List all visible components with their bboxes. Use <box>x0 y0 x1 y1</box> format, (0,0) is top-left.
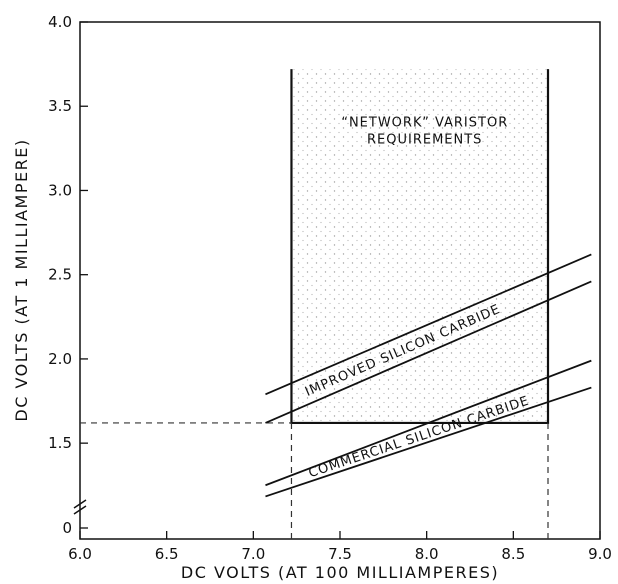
requirements-label-line-1: “NETWORK” VARISTOR <box>341 115 508 130</box>
y-axis-ticks: 0 1.5 2.0 2.5 3.0 3.5 4.0 <box>48 13 88 537</box>
x-tick-label: 8.0 <box>415 545 439 563</box>
y-tick-label: 2.0 <box>48 350 72 368</box>
reference-lines <box>80 422 549 539</box>
x-tick-label: 7.5 <box>328 545 352 563</box>
y-tick-label: 3.0 <box>48 181 72 199</box>
y-axis-break-mark <box>73 499 87 515</box>
x-tick-label: 9.0 <box>588 545 612 563</box>
x-axis-ticks: 6.0 6.5 7.0 7.5 8.0 8.5 9.0 <box>68 531 612 563</box>
y-tick-label: 3.5 <box>48 97 72 115</box>
band-commercial-lower-line <box>265 386 592 498</box>
band-commercial-upper-line <box>265 359 592 487</box>
x-tick-label: 7.0 <box>241 545 265 563</box>
x-tick-label: 6.5 <box>155 545 179 563</box>
requirements-region-outline <box>290 69 550 425</box>
x-tick-label: 8.5 <box>501 545 525 563</box>
y-tick-label: 4.0 <box>48 13 72 31</box>
y-axis-title: DC VOLTS (AT 1 MILLIAMPERE) <box>12 138 31 421</box>
y-tick-label: 1.5 <box>48 434 72 452</box>
x-tick-label: 6.0 <box>68 545 92 563</box>
band-improved-lower-line <box>265 280 592 424</box>
band-improved-upper-line <box>265 253 592 396</box>
y-tick-label: 2.5 <box>48 266 72 284</box>
x-axis-title: DC VOLTS (AT 100 MILLIAMPERES) <box>181 563 499 582</box>
y-tick-label: 0 <box>62 519 72 537</box>
requirements-label-line-2: REQUIREMENTS <box>367 132 482 147</box>
